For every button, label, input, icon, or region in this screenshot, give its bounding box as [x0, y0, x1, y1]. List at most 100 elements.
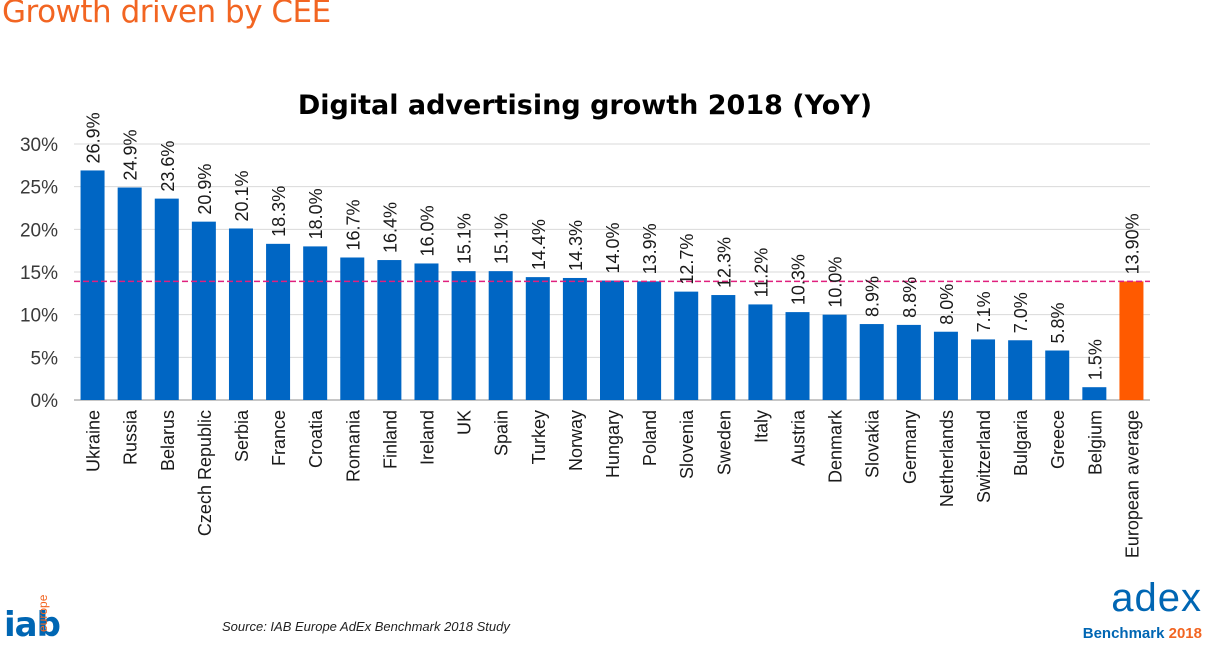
bar [80, 170, 105, 400]
iab-logo-text: iab [4, 605, 61, 645]
bar [1008, 340, 1033, 400]
x-tick-label: Italy [751, 410, 771, 443]
bar [896, 324, 921, 400]
x-tick-label: Belgium [1085, 410, 1105, 475]
chart-title: Digital advertising growth 2018 (YoY) [298, 90, 872, 121]
x-tick-label: Denmark [826, 409, 846, 483]
y-axis-ticks: 0% 5% 10% 15% 20% 25% 30% [20, 135, 58, 412]
value-label: 10.0% [826, 257, 846, 308]
value-label: 18.3% [269, 186, 289, 237]
value-label: 14.4% [529, 219, 549, 270]
slide-title: Growth driven by CEE [2, 0, 331, 30]
x-tick-label: Bulgaria [1011, 409, 1031, 476]
bar [674, 291, 699, 400]
adex-logo-benchmark: Benchmark [1082, 625, 1165, 642]
bar [971, 339, 996, 400]
x-tick-label: European average [1122, 410, 1142, 558]
value-label: 8.0% [937, 284, 957, 325]
x-tick-label: Serbia [232, 409, 252, 462]
bar [525, 277, 550, 400]
x-axis-labels: Ukraine Russia Belarus Czech Republic Serbia… [84, 409, 1143, 558]
value-label: 26.9% [84, 112, 104, 163]
source-note: Source: IAB Europe AdEx Benchmark 2018 S… [222, 619, 510, 634]
y-tick-label: 25% [20, 178, 58, 199]
bar [822, 314, 847, 400]
bar [414, 263, 439, 400]
x-tick-label: Netherlands [937, 410, 957, 507]
x-tick-label: Hungary [603, 410, 623, 478]
x-tick-label: Czech Republic [195, 410, 215, 536]
bar [303, 246, 328, 400]
value-label: 5.8% [1048, 302, 1068, 343]
x-tick-label: Spain [492, 410, 512, 456]
y-tick-label: 0% [31, 391, 59, 412]
value-label: 16.4% [380, 202, 400, 253]
value-label: 8.9% [863, 276, 883, 317]
bar [562, 277, 587, 400]
x-tick-label: Romania [343, 409, 363, 482]
x-tick-label: Russia [121, 409, 141, 465]
value-label: 20.1% [232, 170, 252, 221]
bar [859, 324, 884, 400]
adex-logo-year: 2018 [1168, 625, 1202, 642]
bar [377, 260, 402, 400]
bar [1119, 281, 1144, 400]
x-tick-label: Turkey [529, 410, 549, 464]
value-label: 20.9% [195, 164, 215, 215]
bar [266, 243, 291, 400]
value-label: 12.7% [677, 234, 697, 285]
value-label: 16.0% [417, 205, 437, 256]
y-tick-label: 20% [20, 220, 58, 241]
value-label: 1.5% [1085, 339, 1105, 380]
x-tick-label: France [269, 410, 289, 466]
value-label: 14.3% [566, 220, 586, 271]
bar [117, 187, 142, 400]
y-tick-label: 10% [20, 306, 58, 327]
bar [785, 312, 810, 400]
bar [191, 221, 216, 400]
x-tick-label: Sweden [714, 410, 734, 475]
iab-logo-subtext: europe [36, 594, 50, 632]
x-tick-label: Slovenia [677, 409, 697, 479]
x-tick-label: Croatia [306, 409, 326, 468]
x-tick-label: Ukraine [84, 410, 104, 472]
bar [711, 295, 736, 400]
x-tick-label: Austria [789, 409, 809, 466]
bar [1082, 387, 1107, 400]
x-tick-label: Finland [380, 410, 400, 469]
y-tick-label: 15% [20, 263, 58, 284]
value-label: 10.3% [789, 254, 809, 305]
bar [154, 198, 179, 400]
adex-logo-text: adex [1111, 576, 1202, 620]
bar [1045, 350, 1070, 400]
value-label: 11.2% [751, 248, 771, 298]
x-tick-label: Ireland [417, 410, 437, 465]
value-label: 24.9% [121, 129, 141, 180]
x-tick-label: Switzerland [974, 410, 994, 503]
value-label: 16.7% [343, 199, 363, 250]
bar [228, 228, 253, 400]
value-label: 7.0% [1011, 292, 1031, 333]
x-tick-label: Poland [640, 410, 660, 466]
value-labels: 26.9% 24.9% 23.6% 20.9% 20.1% 18.3% 18.0% 16.7%… [84, 112, 1143, 380]
value-label: 23.6% [158, 141, 178, 192]
bar [600, 280, 624, 400]
x-tick-label: Norway [566, 410, 586, 471]
bar [340, 257, 365, 400]
x-tick-label: UK [455, 410, 475, 435]
bar [488, 271, 513, 400]
x-tick-label: Greece [1048, 410, 1068, 469]
value-label: 13.90% [1122, 213, 1142, 274]
value-label: 18.0% [306, 188, 326, 239]
bar [637, 281, 662, 400]
value-label: 13.9% [640, 223, 660, 274]
value-label: 12.3% [714, 237, 734, 288]
iab-europe-logo: iab europe [0, 575, 80, 644]
value-label: 14.0% [603, 222, 623, 273]
value-label: 15.1% [492, 213, 512, 264]
x-tick-label: Germany [900, 410, 920, 484]
bars [80, 170, 1144, 400]
y-tick-label: 30% [20, 135, 58, 156]
bar [933, 331, 958, 400]
